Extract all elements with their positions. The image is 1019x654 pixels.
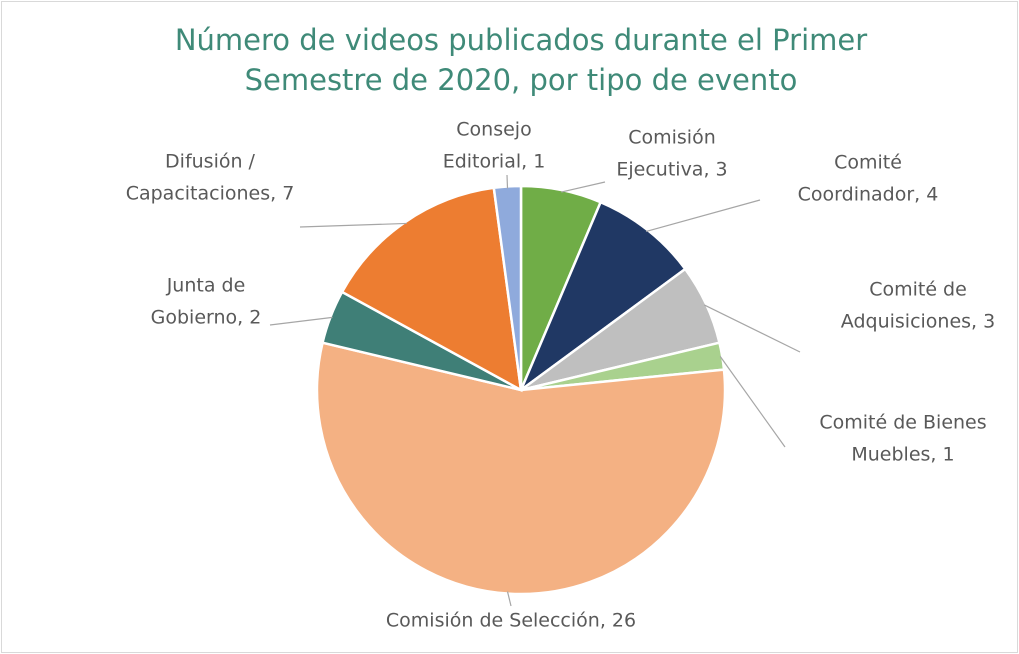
data-label: Comisión: [628, 127, 716, 149]
leader-line: [646, 199, 761, 233]
data-label: Adquisiciones, 3: [841, 311, 995, 333]
leader-line: [719, 356, 786, 448]
data-label: Consejo: [456, 119, 531, 141]
leader-line: [506, 174, 509, 189]
data-label: Ejecutiva, 3: [616, 159, 727, 181]
pie-slice: [518, 200, 687, 394]
leader-line: [561, 181, 606, 193]
data-label: Comisión de Selección, 26: [386, 610, 636, 632]
leader-line: [299, 222, 407, 228]
data-label: Gobierno, 2: [151, 307, 262, 329]
data-label: Capacitaciones, 7: [126, 183, 295, 205]
chart-title: Semestre de 2020, por tipo de evento: [245, 63, 798, 97]
chart-title: Número de videos publicados durante el P…: [175, 23, 867, 57]
data-label: Comité de Bienes: [819, 412, 986, 434]
data-label: Comité de: [869, 279, 967, 301]
data-label: Coordinador, 4: [798, 184, 939, 206]
leader-line: [703, 304, 801, 353]
leader-line: [269, 316, 333, 326]
leader-line: [506, 591, 512, 607]
data-label: Muebles, 1: [851, 444, 954, 466]
pie-slice: [340, 186, 523, 393]
data-label: Comité: [834, 152, 902, 174]
data-label: Difusión /: [165, 151, 256, 173]
data-label: Junta de: [166, 275, 246, 297]
data-label: Editorial, 1: [443, 151, 546, 173]
